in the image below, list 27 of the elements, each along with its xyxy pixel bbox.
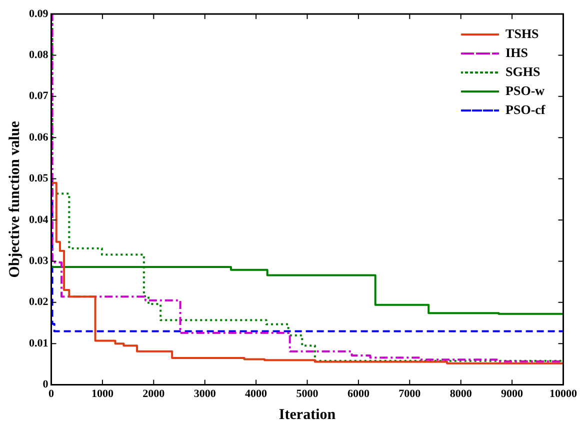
x-tick-label: 2000: [142, 388, 166, 400]
x-tick-label: 6000: [347, 388, 370, 400]
x-tick-label: 7000: [398, 388, 422, 400]
x-tick-label: 4000: [245, 388, 268, 400]
x-tick-label: 3000: [194, 388, 216, 400]
x-tick-label: 10000: [550, 388, 578, 400]
x-tick-label: 5000: [296, 388, 319, 400]
legend-label: IHS: [506, 44, 528, 60]
y-tick-label: 0.05: [29, 172, 49, 185]
x-tick-label: 1000: [91, 388, 114, 400]
y-tick-label: 0.07: [29, 90, 49, 102]
y-tick-label: 0.06: [29, 131, 49, 144]
legend-label: SGHS: [506, 64, 540, 79]
legend-label: PSO-cf: [506, 102, 546, 117]
y-tick-label: 0.01: [29, 337, 48, 350]
legend-label: TSHS: [506, 26, 539, 41]
legend-label: PSO-w: [506, 82, 546, 98]
y-tick-label: 0.04: [29, 214, 49, 226]
y-tick-label: 0: [42, 378, 49, 391]
x-tick-label: 9000: [501, 388, 524, 400]
y-axis-title: Objective function value: [6, 120, 23, 278]
y-tick-label: 0.08: [29, 49, 49, 62]
y-tick-label: 0.09: [29, 8, 49, 20]
x-tick-label: 8000: [450, 388, 472, 400]
y-tick-label: 0.02: [29, 296, 49, 308]
y-tick-label: 0.03: [29, 255, 49, 268]
x-axis-title: Iteration: [278, 406, 336, 423]
